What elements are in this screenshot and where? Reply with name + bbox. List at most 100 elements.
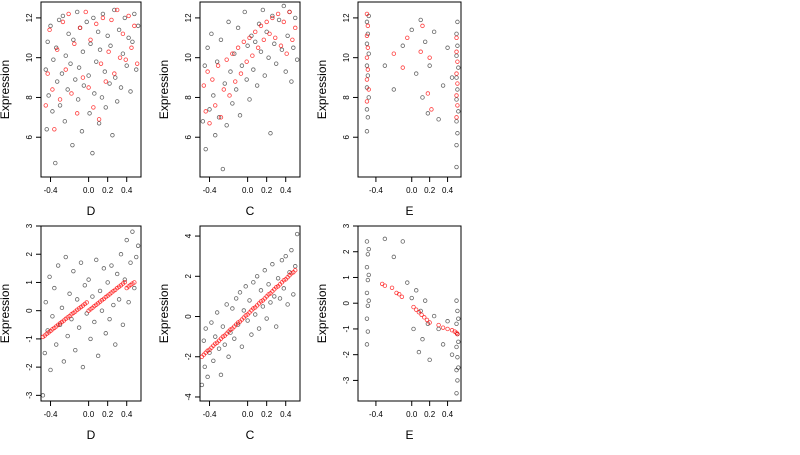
fitted-point — [88, 37, 93, 42]
observed-point — [251, 67, 256, 72]
chart-panel-3: -0.4 0.0 0.2 0.4 6 8 10 12 E Expression — [315, 1, 462, 218]
observed-point — [455, 87, 460, 92]
observed-point — [96, 121, 102, 126]
observed-point — [266, 55, 271, 60]
observed-point — [289, 247, 294, 253]
y-tick-label: 4 — [184, 233, 193, 238]
observed-point — [48, 367, 53, 373]
observed-point — [47, 274, 52, 280]
fitted-point — [91, 105, 96, 110]
y-tick-label: 12 — [25, 13, 34, 22]
observed-point — [56, 17, 62, 23]
chart-panel-5: -0.4 0.0 0.2 0.4 -4 -2 0 2 4 C Expression — [157, 225, 301, 442]
observed-point — [254, 83, 260, 88]
fitted-point — [126, 13, 131, 19]
observed-point — [78, 260, 84, 265]
observed-point — [203, 146, 208, 152]
fitted-point — [94, 21, 99, 27]
observed-point — [291, 292, 296, 297]
observed-point — [124, 237, 129, 243]
fitted-point — [96, 117, 102, 122]
observed-point — [364, 129, 370, 134]
series-observed — [364, 236, 461, 396]
observed-point — [366, 51, 371, 56]
observed-point — [366, 246, 371, 252]
fitted-point — [454, 93, 459, 98]
x-tick-label: 0.0 — [242, 410, 254, 419]
fitted-point — [454, 115, 459, 120]
observed-point — [262, 268, 267, 273]
observed-point — [427, 357, 432, 363]
observed-point — [79, 129, 85, 134]
observed-point — [73, 77, 78, 82]
observed-point — [73, 347, 78, 353]
observed-point — [364, 264, 370, 270]
observed-point — [249, 332, 254, 337]
x-axis-title: D — [87, 428, 96, 442]
y-tick-label: 0 — [342, 300, 351, 305]
plot-frame — [40, 1, 142, 178]
x-tick-label: -0.4 — [369, 186, 383, 195]
fitted-point — [247, 35, 252, 40]
observed-point — [445, 319, 450, 324]
y-tick-label: -4 — [184, 393, 193, 401]
observed-point — [110, 133, 115, 138]
observed-point — [281, 286, 287, 291]
observed-point — [277, 296, 283, 301]
fitted-point — [427, 55, 432, 60]
fitted-point — [365, 45, 371, 50]
observed-point — [200, 119, 206, 124]
observed-point — [281, 3, 287, 9]
observed-point — [258, 49, 264, 54]
observed-point — [230, 306, 235, 311]
observed-point — [364, 342, 370, 347]
observed-point — [455, 131, 460, 136]
fitted-point — [83, 9, 88, 15]
observed-point — [251, 280, 256, 285]
fitted-point — [233, 79, 238, 84]
observed-point — [276, 17, 282, 23]
fitted-point — [411, 304, 416, 310]
observed-point — [63, 53, 68, 58]
observed-point — [411, 326, 416, 332]
observed-point — [122, 15, 128, 21]
observed-point — [88, 336, 93, 342]
observed-point — [43, 300, 48, 305]
observed-point — [218, 37, 224, 42]
fitted-point — [238, 71, 244, 76]
fitted-point — [416, 310, 422, 315]
observed-point — [222, 342, 227, 347]
observed-point — [211, 93, 216, 98]
observed-point — [66, 31, 71, 37]
x-tick-label: 0.2 — [424, 410, 436, 419]
observed-point — [68, 61, 73, 66]
series-fitted — [43, 7, 140, 132]
observed-point — [235, 322, 241, 327]
y-tick-label: 8 — [184, 95, 193, 100]
observed-point — [94, 257, 99, 263]
x-tick-label: 0.2 — [261, 410, 273, 419]
observed-point — [456, 65, 461, 70]
x-tick-label: 0.0 — [242, 186, 254, 195]
observed-point — [422, 39, 428, 44]
observed-point — [391, 254, 397, 260]
x-axis-title: E — [405, 428, 413, 442]
observed-point — [289, 79, 294, 84]
y-tick-label: 3 — [25, 223, 34, 228]
fitted-point — [129, 45, 134, 50]
plot-frame — [357, 1, 462, 178]
observed-point — [283, 253, 288, 259]
observed-point — [275, 276, 281, 281]
observed-point — [97, 288, 103, 294]
x-tick-label: 0.4 — [121, 186, 133, 195]
x-tick-label: 0.4 — [280, 186, 292, 195]
observed-point — [293, 264, 298, 269]
observed-point — [213, 133, 218, 138]
observed-point — [203, 326, 208, 331]
observed-point — [95, 353, 101, 359]
fitted-point — [293, 25, 298, 31]
observed-point — [264, 29, 269, 35]
observed-point — [228, 69, 233, 74]
observed-point — [454, 391, 459, 396]
observed-point — [456, 365, 461, 370]
